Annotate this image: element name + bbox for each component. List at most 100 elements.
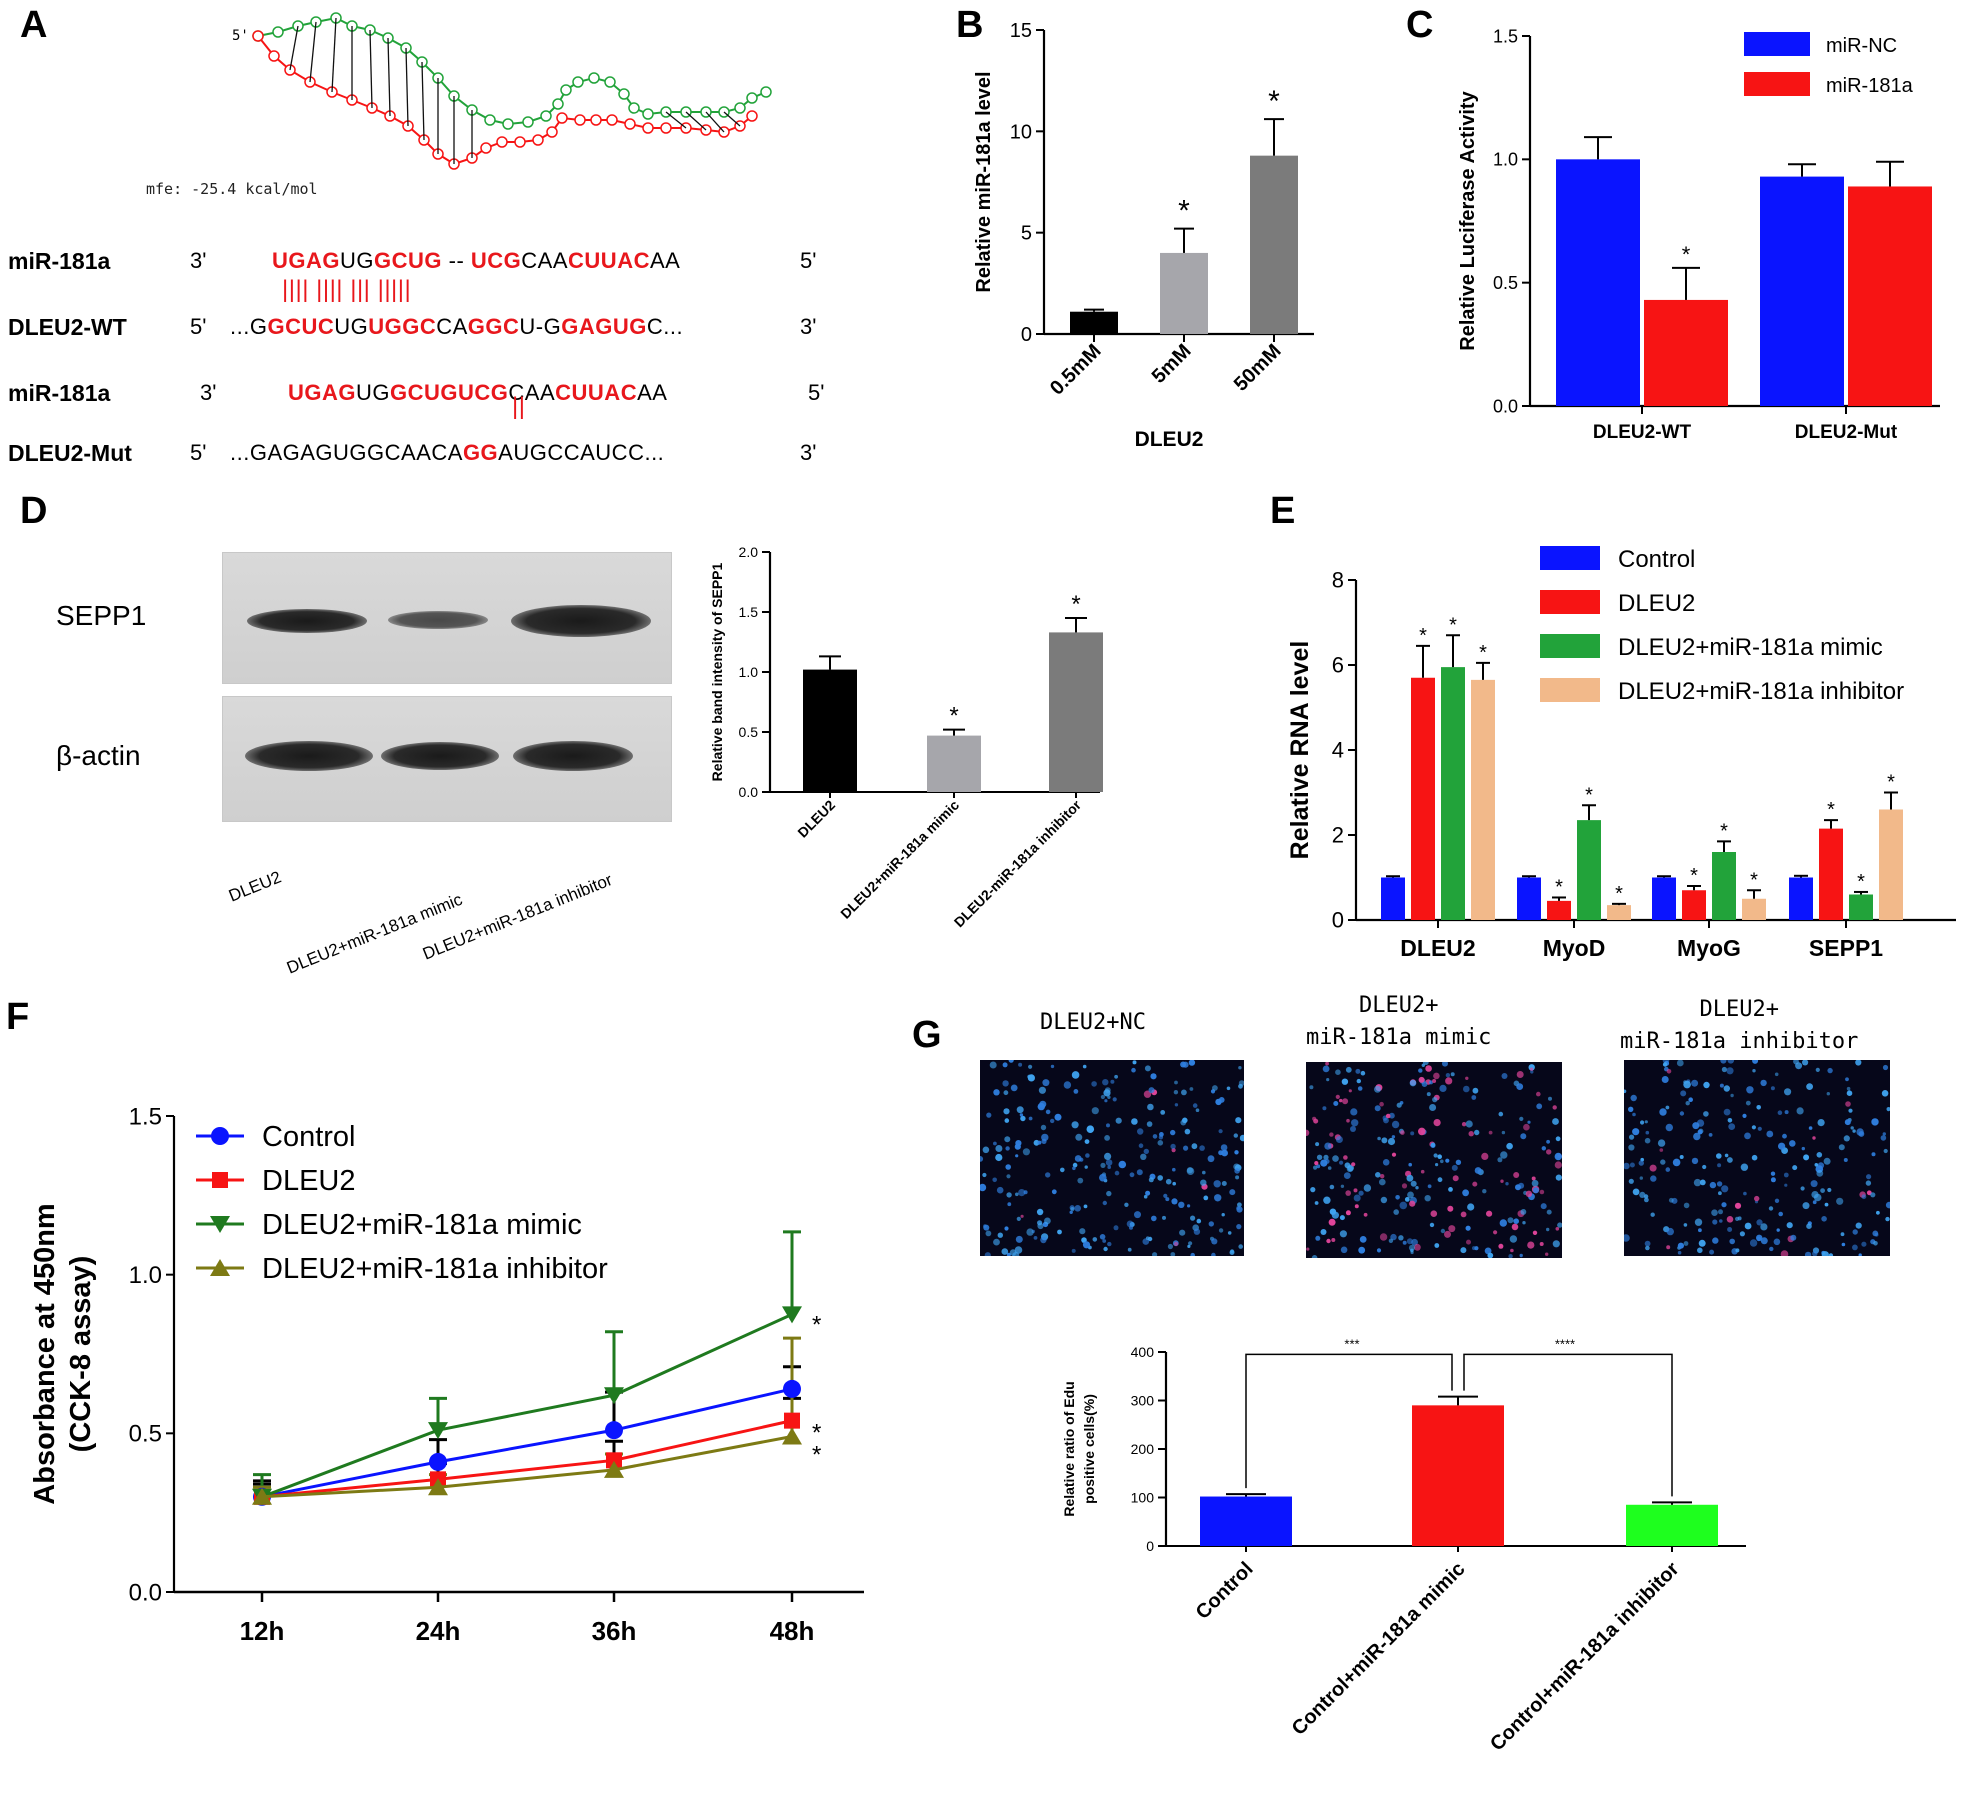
cell-nucleus [1693, 1178, 1702, 1187]
chart-g-edu-ratio: 0 100 200 300 400 Control Control+miR-181a mim… [1061, 1336, 1746, 1755]
cell-nucleus [1665, 1105, 1670, 1110]
chart-f-y-tick-label: 1.0 [129, 1262, 162, 1289]
cell-nucleus [1192, 1103, 1198, 1108]
chart-g-y-tick-label: 400 [1131, 1344, 1155, 1360]
cell-nucleus [1711, 1209, 1718, 1216]
chart-e-significance: * [1827, 799, 1835, 821]
cell-nucleus [1050, 1118, 1055, 1124]
cell-nucleus [1148, 1177, 1154, 1183]
cell-nucleus [1422, 1062, 1429, 1066]
cell-nucleus [1071, 1121, 1079, 1129]
cell-nucleus [1379, 1233, 1388, 1241]
cell-nucleus [1163, 1193, 1168, 1198]
chart-e-bar [1682, 890, 1706, 920]
cell-nucleus [1407, 1191, 1414, 1199]
cell-nucleus [1727, 1227, 1733, 1232]
cell-nucleus [1716, 1153, 1722, 1159]
sequence-end-right: 3' [800, 314, 817, 339]
cell-nucleus [1138, 1143, 1144, 1148]
cell-nucleus [1315, 1235, 1321, 1241]
chart-c-legend-label: miR-181a [1826, 75, 1914, 97]
cell-nucleus [1486, 1210, 1493, 1217]
cell-nucleus [1450, 1072, 1455, 1077]
cell-nucleus [1152, 1134, 1158, 1139]
cell-nucleus [1659, 1148, 1664, 1152]
cell-nucleus [1335, 1136, 1343, 1143]
cell-nucleus [1387, 1137, 1396, 1146]
cell-nucleus [1236, 1206, 1241, 1210]
cell-nucleus [1880, 1135, 1887, 1141]
cell-nucleus [1396, 1102, 1402, 1108]
rna-base-pair [421, 61, 425, 141]
cell-nucleus [1552, 1105, 1557, 1110]
cell-nucleus [1104, 1099, 1108, 1103]
cell-nucleus [1044, 1217, 1051, 1225]
cell-nucleus [1238, 1083, 1243, 1089]
cell-nucleus [1756, 1105, 1761, 1110]
panel-label-f: F [6, 996, 30, 1038]
chart-e-significance: * [1585, 784, 1593, 806]
cell-nucleus [1433, 1119, 1441, 1127]
cell-nucleus [1455, 1159, 1462, 1165]
cell-nucleus [1358, 1246, 1366, 1254]
cell-nucleus [1005, 1164, 1011, 1170]
cell-nucleus [1200, 1179, 1207, 1186]
cell-nucleus [1726, 1216, 1734, 1223]
cell-nucleus [1721, 1202, 1727, 1208]
lane-label-1: DLEU2 [226, 867, 284, 906]
cell-nucleus [1856, 1128, 1864, 1136]
cell-nucleus [1451, 1164, 1458, 1171]
cell-nucleus [1760, 1079, 1767, 1087]
cell-nucleus [1709, 1249, 1715, 1255]
cell-nucleus [1178, 1201, 1185, 1208]
cell-nucleus [1751, 1154, 1758, 1161]
cell-nucleus [1697, 1247, 1703, 1254]
chart-e-significance: * [1720, 820, 1728, 842]
chart-b-bar [1250, 155, 1298, 334]
cell-nucleus [1218, 1129, 1223, 1134]
cell-nucleus [1522, 1221, 1526, 1225]
rna-base-pair [331, 17, 337, 93]
cell-nucleus [1099, 1234, 1106, 1240]
rna-base-red [624, 118, 636, 130]
cell-nucleus [1501, 1073, 1508, 1079]
cell-nucleus [1345, 1066, 1352, 1073]
sequence-end-left: 5' [190, 440, 207, 465]
cell-nucleus [1509, 1235, 1518, 1243]
cell-nucleus [1848, 1108, 1853, 1113]
cell-nucleus [1499, 1219, 1507, 1227]
cell-nucleus [1418, 1076, 1425, 1083]
cell-nucleus [1406, 1174, 1414, 1182]
cell-nucleus [1507, 1217, 1514, 1224]
cell-nucleus [1028, 1116, 1033, 1121]
rna-base-green [746, 92, 758, 104]
chart-c-y-tick-label: 1.0 [1493, 150, 1518, 170]
cell-nucleus [1340, 1184, 1345, 1188]
cell-nucleus [1657, 1139, 1666, 1147]
cell-nucleus [1406, 1238, 1413, 1245]
cell-nucleus [1314, 1201, 1319, 1205]
cell-nucleus [1363, 1184, 1372, 1192]
cell-nucleus [1027, 1074, 1035, 1082]
cell-nucleus [1511, 1223, 1519, 1231]
cell-nucleus [1440, 1159, 1444, 1164]
cell-nucleus [1203, 1195, 1209, 1201]
cell-nucleus [1520, 1133, 1527, 1140]
cell-nucleus [1430, 1210, 1438, 1217]
cell-nucleus [1144, 1065, 1151, 1072]
cell-nucleus [1838, 1144, 1845, 1151]
cell-nucleus [1238, 1244, 1243, 1249]
western-blot-sepp1 [222, 552, 672, 684]
chart-f-y-tick-label: 1.5 [129, 1103, 162, 1130]
chart-f-point [782, 1306, 802, 1324]
cell-nucleus [1516, 1071, 1524, 1078]
cell-nucleus [1335, 1094, 1340, 1099]
chart-e-bar [1517, 877, 1541, 920]
rna-base-red [746, 110, 758, 122]
chart-g-bar [1626, 1504, 1718, 1546]
cell-nucleus [1346, 1118, 1350, 1123]
band-sepp1-lane3 [511, 605, 651, 637]
chart-f-point [604, 1460, 624, 1478]
cell-nucleus [1022, 1148, 1030, 1156]
cell-nucleus [1482, 1189, 1487, 1194]
